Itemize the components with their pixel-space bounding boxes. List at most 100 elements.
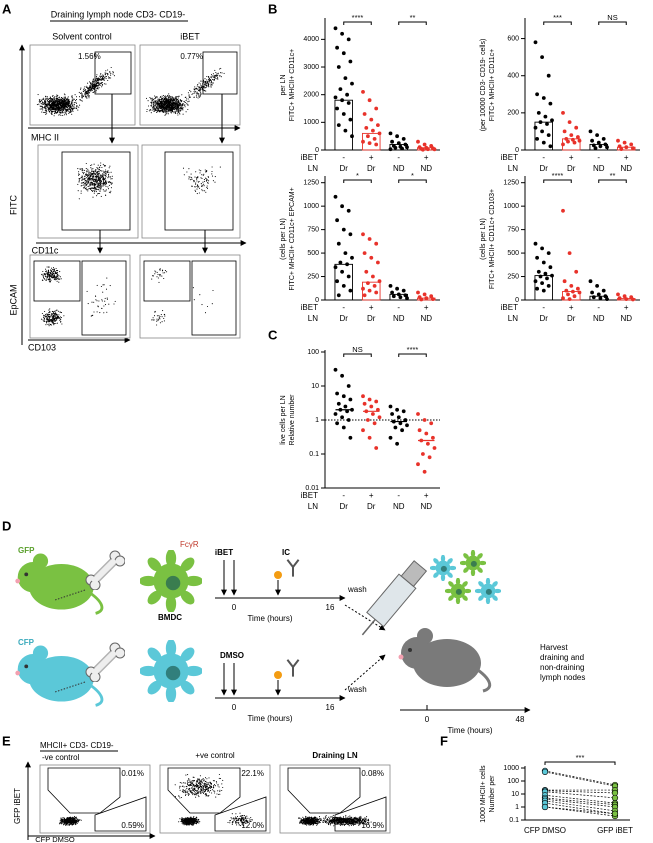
event-dot	[203, 180, 205, 183]
event-dot	[93, 179, 95, 181]
event-dot	[60, 114, 62, 117]
event-dot	[63, 101, 65, 103]
event-dot	[198, 791, 200, 793]
event-dot	[41, 107, 43, 109]
event-dot	[51, 104, 53, 106]
event-dot	[48, 104, 50, 106]
event-dot	[92, 173, 94, 176]
event-dot	[190, 819, 192, 822]
event-dot	[82, 173, 85, 175]
event-dot	[194, 92, 196, 94]
event-dot	[196, 91, 198, 93]
event-dot	[86, 290, 88, 292]
event-dot	[181, 822, 183, 824]
event-dot	[43, 315, 45, 317]
event-dot	[149, 96, 151, 99]
event-dot	[58, 97, 60, 99]
event-dot	[100, 84, 102, 86]
event-dot	[80, 87, 82, 89]
event-dot	[183, 782, 185, 784]
event-dot	[100, 285, 102, 288]
event-dot	[85, 95, 87, 97]
event-dot	[194, 87, 196, 89]
event-dot	[41, 312, 43, 315]
event-dot	[175, 108, 177, 110]
event-dot	[96, 300, 98, 302]
event-dot	[146, 108, 148, 111]
event-dot	[48, 102, 50, 105]
event-dot	[198, 95, 200, 97]
event-dot	[48, 325, 50, 327]
event-dot	[182, 821, 184, 823]
event-dot	[208, 83, 210, 86]
event-dot	[233, 819, 235, 821]
event-dot	[87, 168, 89, 170]
event-dot	[108, 173, 110, 176]
event-dot	[88, 177, 90, 179]
event-dot	[98, 79, 100, 81]
event-dot	[56, 106, 58, 109]
event-dot	[171, 106, 173, 108]
event-dot	[170, 97, 172, 99]
event-dot	[204, 90, 206, 92]
event-dot	[242, 815, 244, 817]
event-dot	[182, 113, 184, 115]
event-dot	[192, 822, 194, 824]
event-dot	[236, 816, 239, 818]
event-dot	[69, 110, 72, 112]
event-dot	[105, 171, 107, 173]
event-dot	[219, 793, 221, 795]
event-dot	[72, 818, 74, 820]
event-dot	[195, 820, 197, 822]
event-dot	[86, 189, 88, 191]
event-dot	[207, 182, 209, 184]
event-dot	[186, 788, 188, 790]
event-dot	[212, 75, 214, 77]
event-dot	[197, 819, 199, 821]
event-dot	[69, 106, 71, 108]
event-dot	[205, 784, 207, 786]
event-dot	[180, 796, 183, 799]
event-dot	[46, 266, 48, 268]
event-dot	[108, 172, 110, 174]
event-dot	[208, 782, 210, 784]
event-dot	[42, 270, 44, 273]
event-dot	[199, 790, 201, 792]
event-dot	[157, 277, 159, 279]
event-dot	[206, 187, 209, 189]
event-dot	[51, 99, 53, 101]
event-dot	[185, 774, 187, 776]
event-dot	[41, 111, 43, 113]
event-dot	[54, 313, 56, 315]
event-dot	[96, 88, 98, 90]
event-dot	[49, 104, 51, 107]
event-dot	[165, 108, 167, 110]
event-dot	[46, 112, 48, 114]
event-dot	[212, 76, 214, 78]
event-dot	[52, 276, 54, 279]
event-dot	[155, 101, 157, 103]
event-dot	[158, 281, 160, 283]
event-dot	[51, 113, 53, 115]
event-dot	[196, 96, 198, 98]
event-dot	[217, 72, 219, 74]
event-dot	[159, 268, 161, 270]
event-dot	[194, 787, 196, 789]
event-dot	[56, 94, 58, 96]
event-dot	[201, 85, 203, 87]
event-dot	[81, 175, 83, 177]
event-dot	[249, 818, 251, 820]
event-dot	[42, 97, 44, 99]
event-dot	[59, 821, 61, 823]
event-dot	[81, 95, 83, 97]
event-dot	[91, 188, 93, 190]
event-dot	[227, 821, 229, 824]
event-dot	[189, 89, 191, 92]
event-dot	[86, 86, 88, 89]
event-dot	[174, 112, 176, 114]
event-dot	[86, 85, 88, 87]
event-dot	[173, 105, 175, 107]
event-dot	[105, 190, 107, 192]
event-dot	[154, 310, 156, 312]
event-dot	[166, 100, 169, 102]
